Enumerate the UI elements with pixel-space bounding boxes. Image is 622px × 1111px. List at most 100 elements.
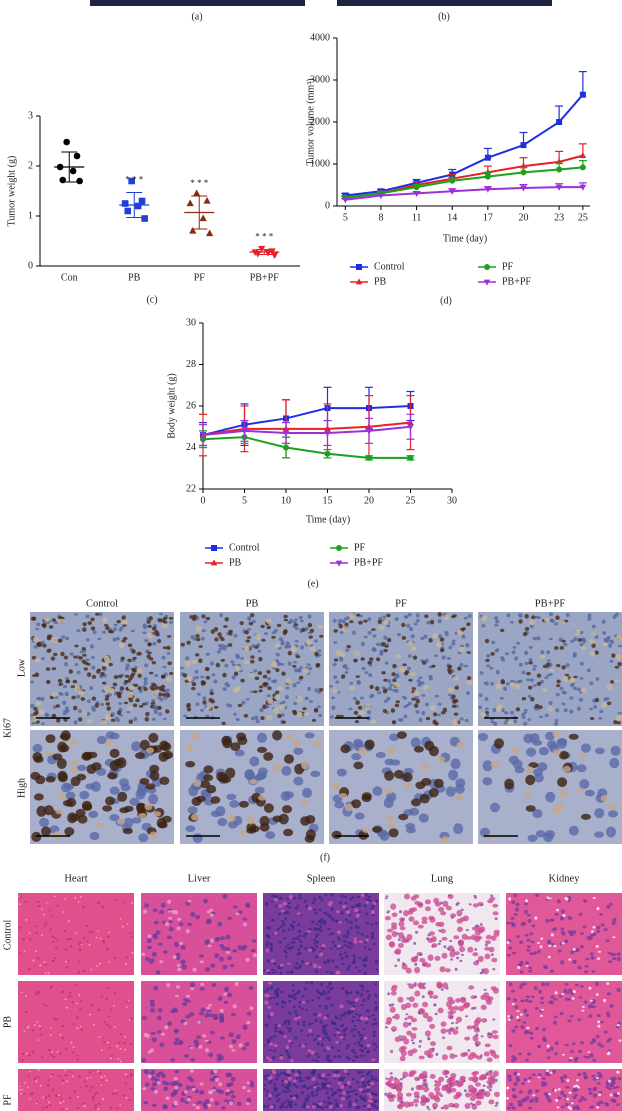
- cell: [253, 669, 258, 673]
- cell: [317, 991, 321, 994]
- cell: [362, 1054, 366, 1057]
- cell: [509, 1102, 513, 1107]
- cell: [138, 813, 147, 818]
- cell: [544, 713, 549, 718]
- cell: [596, 1077, 599, 1079]
- cell: [298, 1000, 302, 1004]
- cell: [527, 1052, 531, 1056]
- cell: [175, 952, 181, 958]
- cell: [40, 934, 43, 936]
- cell: [168, 920, 173, 924]
- cell: [62, 1100, 65, 1102]
- cell: [123, 1042, 127, 1045]
- cell: [445, 1075, 448, 1078]
- cell: [292, 896, 296, 900]
- cell: [215, 662, 221, 668]
- cell: [379, 649, 384, 655]
- cell: [298, 1079, 302, 1083]
- cell: [323, 1100, 327, 1104]
- cell: [468, 985, 475, 990]
- cell: [266, 714, 273, 721]
- cell: [361, 1049, 365, 1053]
- cell: [548, 701, 553, 705]
- cell: [588, 1091, 593, 1095]
- cell: [304, 932, 308, 935]
- cell: [515, 935, 520, 938]
- data-point: [365, 428, 373, 435]
- cell: [351, 1078, 356, 1081]
- cell: [324, 1078, 328, 1082]
- cell: [273, 1089, 277, 1093]
- cell: [300, 1105, 305, 1108]
- cell: [145, 957, 150, 962]
- cell: [524, 614, 529, 619]
- cell: [290, 971, 294, 974]
- cell: [209, 913, 214, 917]
- cell: [32, 743, 43, 753]
- cell: [540, 1008, 544, 1011]
- cell: [296, 912, 301, 916]
- cell: [151, 699, 156, 703]
- cell: [122, 623, 127, 627]
- cell: [354, 1055, 358, 1058]
- cell: [317, 1073, 321, 1076]
- cell: [513, 1071, 518, 1076]
- cell: [219, 1008, 224, 1013]
- cell: [455, 1021, 459, 1024]
- cell: [222, 738, 233, 749]
- cell: [514, 1005, 519, 1009]
- cell: [587, 1087, 592, 1092]
- cell: [42, 1003, 46, 1006]
- cell: [419, 957, 426, 963]
- cell: [108, 1047, 112, 1049]
- cell: [330, 893, 334, 897]
- cell: [35, 931, 38, 935]
- cell: [150, 701, 156, 705]
- cell: [329, 1101, 333, 1105]
- cell: [351, 896, 355, 900]
- cell: [389, 683, 394, 687]
- cell: [181, 964, 187, 970]
- cell: [492, 968, 496, 971]
- cell: [228, 704, 233, 708]
- cell: [83, 1102, 86, 1105]
- cell: [31, 1029, 35, 1032]
- cell: [589, 952, 594, 956]
- cell: [132, 703, 138, 708]
- cell: [66, 966, 69, 969]
- cell: [589, 651, 596, 658]
- cell: [137, 686, 142, 691]
- cell: [274, 905, 278, 908]
- cell: [484, 1091, 491, 1098]
- cell: [97, 1008, 101, 1011]
- cell: [375, 1022, 379, 1025]
- cell: [156, 1015, 162, 1021]
- cell: [589, 1041, 594, 1045]
- cell: [313, 639, 318, 643]
- cell: [352, 1059, 356, 1062]
- cell: [175, 994, 179, 998]
- cell: [270, 894, 274, 898]
- cell: [403, 671, 409, 676]
- cell: [233, 671, 239, 676]
- cell: [115, 1107, 119, 1109]
- x-tick-label: 20: [518, 212, 528, 223]
- cell: [341, 1024, 345, 1026]
- cell: [524, 998, 529, 1003]
- cell: [408, 996, 415, 1003]
- cell: [574, 983, 579, 987]
- cell: [46, 679, 51, 684]
- cell: [307, 622, 313, 628]
- cell: [546, 1056, 551, 1059]
- cell: [523, 721, 528, 726]
- cell: [108, 687, 115, 694]
- cell: [162, 1104, 168, 1110]
- cell: [559, 916, 564, 919]
- cell: [177, 1040, 183, 1046]
- cell: [211, 1089, 216, 1092]
- cell: [413, 920, 419, 926]
- cell: [402, 1071, 409, 1078]
- cell: [486, 1057, 493, 1062]
- cell: [263, 803, 274, 813]
- cell: [526, 913, 531, 917]
